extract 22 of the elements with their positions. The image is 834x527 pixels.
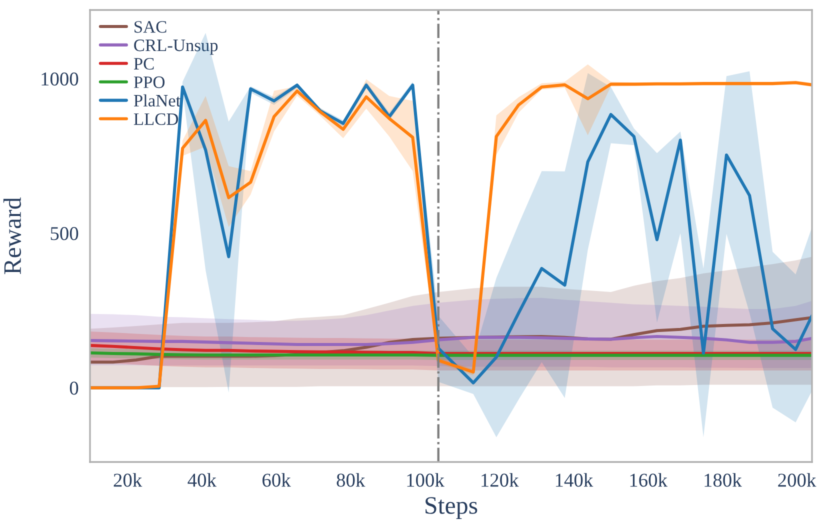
- legend-label: SAC: [134, 21, 166, 33]
- x-tick-label: 140k: [556, 473, 594, 487]
- legend-label: PPO: [134, 76, 165, 88]
- line-series: [90, 334, 812, 346]
- y-tick-label: 500: [50, 227, 78, 240]
- x-tick-label: 160k: [630, 473, 668, 487]
- x-axis-title: Steps: [426, 497, 478, 519]
- y-axis-title: Reward: [3, 197, 22, 274]
- y-tick-label: 1000: [42, 72, 78, 86]
- legend-label: PC: [134, 58, 154, 70]
- y-tick-label: 0: [70, 382, 78, 395]
- x-tick-label: 180k: [704, 473, 742, 487]
- x-tick-label: 80k: [336, 473, 366, 487]
- x-tick-label: 60k: [262, 473, 291, 487]
- x-tick-label: 20k: [114, 473, 142, 487]
- legend-label: LLCD: [134, 113, 178, 126]
- legend-label: CRL-Unsup: [134, 40, 218, 55]
- x-tick-label: 40k: [188, 473, 216, 487]
- x-tick-label: 120k: [482, 473, 519, 487]
- x-tick-label: 100k: [407, 473, 444, 487]
- line-series: [90, 344, 812, 356]
- x-tick-label: 200k: [778, 473, 816, 487]
